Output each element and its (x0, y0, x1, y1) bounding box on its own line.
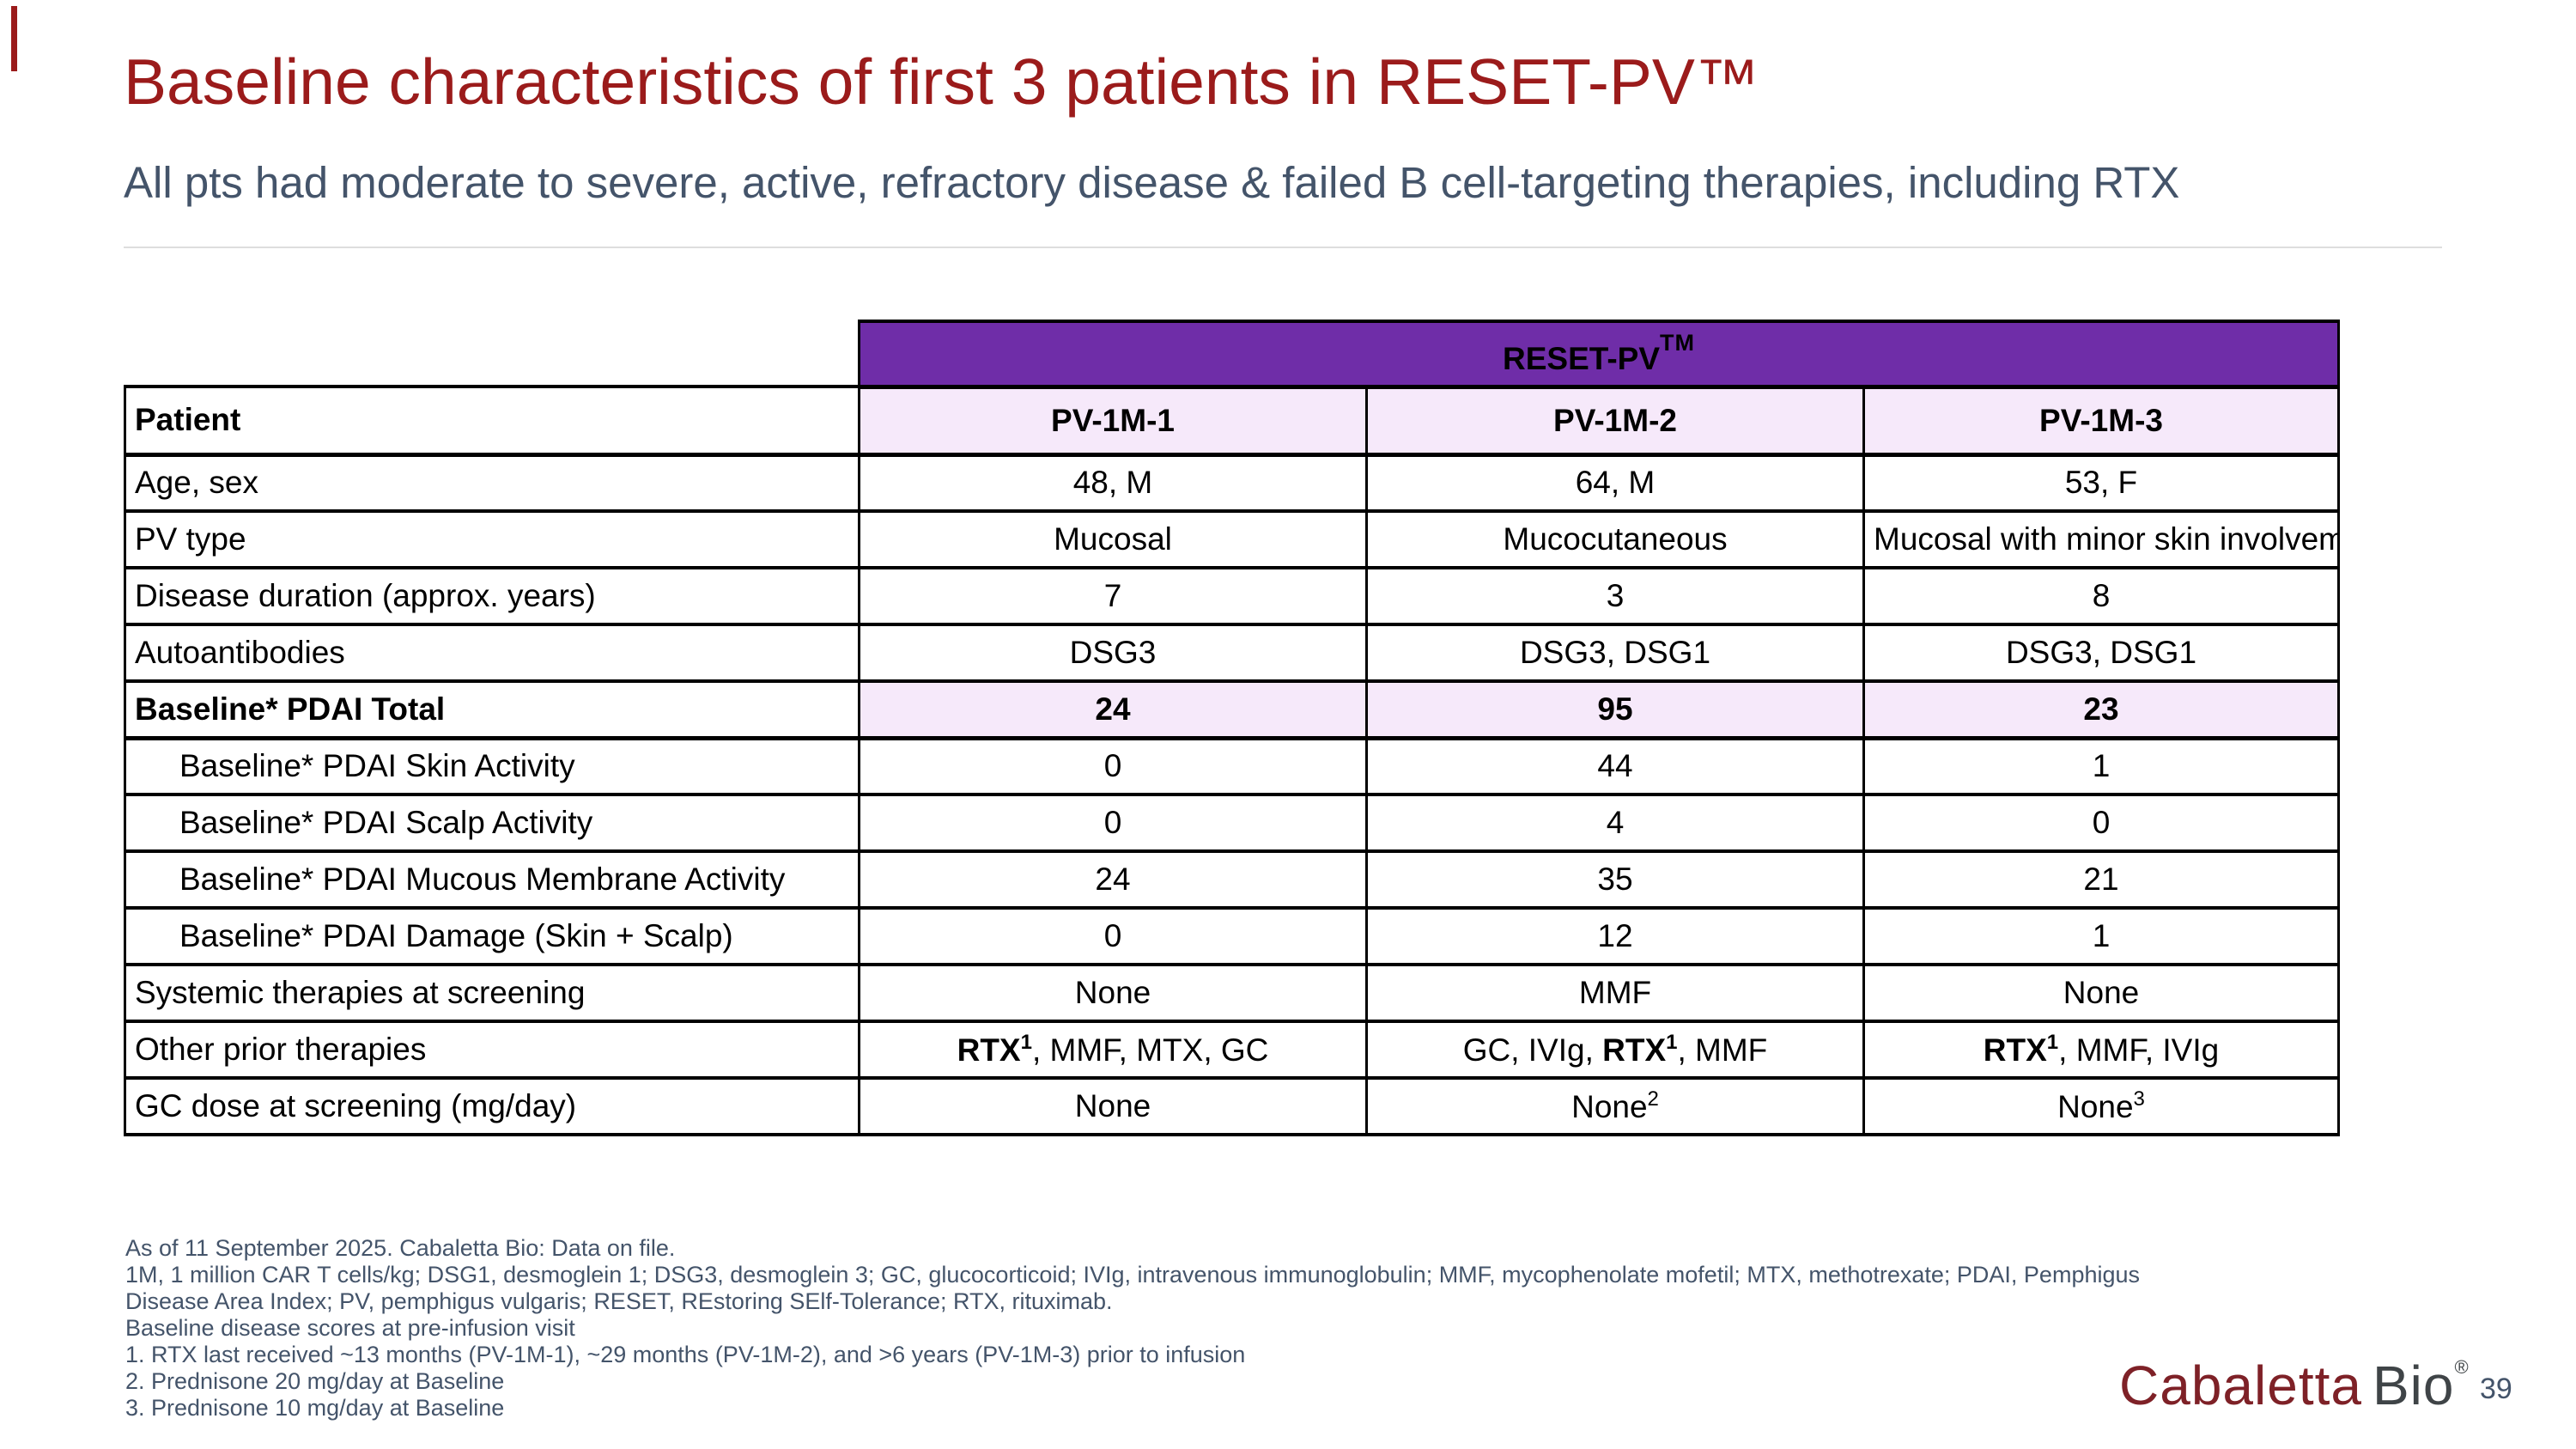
table-row: PV type Mucosal Mucocutaneous Mucosal with … (124, 509, 2340, 569)
value-cell: None3 (1862, 1076, 2340, 1136)
column-header-cell: PV-1M-1 (858, 385, 1368, 457)
value-cell: 0 (858, 793, 1368, 853)
value-cell: 7 (858, 566, 1368, 626)
value-cell: None2 (1365, 1076, 1865, 1136)
footnote-line: 1M, 1 million CAR T cells/kg; DSG1, desm… (125, 1262, 2141, 1288)
row-label-cell: Baseline* PDAI Skin Activity (124, 736, 860, 796)
table-row: Other prior therapies RTX1, MMF, MTX, GC G… (124, 1020, 2340, 1080)
banner-row: RESET-PVTM (125, 320, 2340, 389)
banner-spacer-cell (125, 321, 860, 387)
footnote-line: 2. Prednisone 20 mg/day at Baseline (125, 1368, 505, 1394)
value-cell: RTX1, MMF, MTX, GC (858, 1020, 1368, 1080)
row-label-cell: GC dose at screening (mg/day) (124, 1076, 860, 1136)
value-cell: 24 (858, 849, 1368, 910)
value-cell: 0 (858, 736, 1368, 796)
value-cell: 21 (1862, 849, 2340, 910)
row-label-cell: Age, sex (124, 453, 860, 513)
value-cell: Mucosal with minor skin involvement (1862, 509, 2340, 569)
row-label-cell: Disease duration (approx. years) (124, 566, 860, 626)
value-cell: DSG3, DSG1 (1365, 623, 1865, 683)
value-cell: 12 (1365, 906, 1865, 966)
value-cell: 24 (858, 679, 1368, 740)
value-cell: 64, M (1365, 453, 1865, 513)
value-cell: RTX1, MMF, IVIg (1862, 1020, 2340, 1080)
value-cell: 4 (1365, 793, 1865, 853)
value-cell: GC, IVIg, RTX1, MMF (1365, 1020, 1865, 1080)
value-cell: 0 (858, 906, 1368, 966)
reset-pv-banner: RESET-PVTM (858, 320, 2340, 389)
table-row: Baseline* PDAI Total 24 95 23 (124, 679, 2340, 740)
value-cell: 8 (1862, 566, 2340, 626)
row-label-cell: Baseline* PDAI Scalp Activity (124, 793, 860, 853)
value-cell: 1 (1862, 736, 2340, 796)
table-body: RESET-PVTM Patient PV-1M-1 PV-1M-2 PV-1M-3… (124, 320, 2340, 1136)
column-header-cell: PV-1M-3 (1862, 385, 2340, 457)
table-row: Baseline* PDAI Mucous Membrane Activity 2… (124, 849, 2340, 910)
row-label-cell: Baseline* PDAI Mucous Membrane Activity (124, 849, 860, 910)
row-label-cell: Other prior therapies (124, 1020, 860, 1080)
page-number: 39 (2480, 1373, 2512, 1405)
table-row: Baseline* PDAI Skin Activity 0 44 1 (124, 736, 2340, 796)
value-cell: 53, F (1862, 453, 2340, 513)
row-label-cell: PV type (124, 509, 860, 569)
value-cell: 1 (1862, 906, 2340, 966)
footnote-line: Baseline disease scores at pre-infusion … (125, 1315, 575, 1341)
table-row: Baseline* PDAI Damage (Skin + Scalp) 0 12 1 (124, 906, 2340, 966)
value-cell: 35 (1365, 849, 1865, 910)
value-cell: None (858, 1076, 1368, 1136)
row-label-cell: Baseline* PDAI Total (124, 679, 860, 740)
value-cell: DSG3, DSG1 (1862, 623, 2340, 683)
logo-text-primary: Cabaletta (2119, 1355, 2362, 1416)
value-cell: 48, M (858, 453, 1368, 513)
value-cell: 0 (1862, 793, 2340, 853)
baseline-characteristics-table: RESET-PVTM Patient PV-1M-1 PV-1M-2 PV-1M-3… (124, 320, 2340, 1136)
value-cell: 95 (1365, 679, 1865, 740)
logo-text-secondary: Bio (2372, 1355, 2455, 1416)
row-label-cell: Autoantibodies (124, 623, 860, 683)
footnote-line: 3. Prednisone 10 mg/day at Baseline (125, 1395, 505, 1421)
value-cell: MMF (1365, 963, 1865, 1023)
row-label-cell: Systemic therapies at screening (124, 963, 860, 1023)
page-subtitle: All pts had moderate to severe, active, … (124, 158, 2180, 207)
table-row: Autoantibodies DSG3 DSG3, DSG1 DSG3, DSG1 (124, 623, 2340, 683)
banner-label: RESET-PV (1503, 341, 1660, 377)
banner-trademark: TM (1660, 330, 1695, 356)
registered-mark-icon: ® (2454, 1356, 2470, 1378)
table-row: Age, sex 48, M 64, M 53, F (124, 453, 2340, 513)
value-cell: DSG3 (858, 623, 1368, 683)
value-cell: 44 (1365, 736, 1865, 796)
table-row: Systemic therapies at screening None MMF No… (124, 963, 2340, 1023)
page-title: Baseline characteristics of first 3 pati… (124, 46, 1759, 118)
slide-accent-mark (11, 6, 17, 71)
table-row: Disease duration (approx. years) 7 3 8 (124, 566, 2340, 626)
footnote-line: 1. RTX last received ~13 months (PV-1M-1… (125, 1342, 1246, 1367)
value-cell: 23 (1862, 679, 2340, 740)
value-cell: 3 (1365, 566, 1865, 626)
column-header-cell: PV-1M-2 (1365, 385, 1865, 457)
footnote-line: Disease Area Index; PV, pemphigus vulgar… (125, 1288, 1113, 1314)
value-cell: Mucosal (858, 509, 1368, 569)
patient-header-cell: Patient (124, 385, 860, 457)
value-cell: None (858, 963, 1368, 1023)
table-row: GC dose at screening (mg/day) None None2 No… (124, 1076, 2340, 1136)
company-logo: Cabaletta Bio® (2119, 1354, 2470, 1417)
footnote-line: As of 11 September 2025. Cabaletta Bio: … (125, 1235, 676, 1261)
row-label-cell: Baseline* PDAI Damage (Skin + Scalp) (124, 906, 860, 966)
table-row: Baseline* PDAI Scalp Activity 0 4 0 (124, 793, 2340, 853)
table-header-row: Patient PV-1M-1 PV-1M-2 PV-1M-3 (124, 385, 2340, 457)
header-divider (124, 247, 2442, 248)
value-cell: Mucocutaneous (1365, 509, 1865, 569)
footnotes: As of 11 September 2025. Cabaletta Bio: … (125, 1235, 2140, 1422)
value-cell: None (1862, 963, 2340, 1023)
